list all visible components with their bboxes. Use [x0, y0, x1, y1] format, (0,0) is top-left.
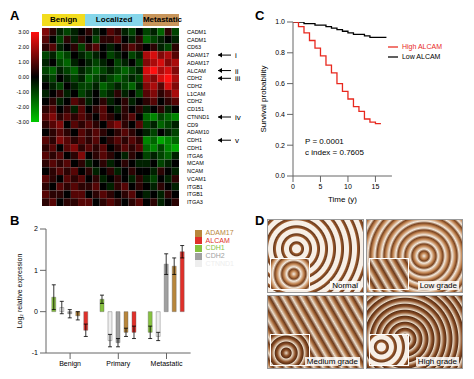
svg-text:iv: iv — [235, 113, 241, 122]
svg-text:ALCAM: ALCAM — [187, 68, 206, 74]
svg-text:3.00: 3.00 — [18, 29, 29, 35]
html-text:D: D — [255, 213, 265, 228]
svg-text:i: i — [235, 51, 237, 60]
html-text:ADAM17: ADAM17 — [205, 229, 234, 236]
svg-text:NCAM: NCAM — [187, 168, 204, 174]
svg-text:0.6: 0.6 — [275, 80, 285, 87]
svg-text:-1: -1 — [32, 349, 38, 356]
html-text:Metastatic: Metastatic — [142, 15, 183, 24]
svg-text:2.00: 2.00 — [18, 44, 29, 50]
html-text:B: B — [10, 213, 20, 228]
svg-text:L1CAM: L1CAM — [187, 91, 206, 97]
html-text:High grade: High grade — [417, 357, 457, 366]
svg-text:CADM1: CADM1 — [187, 37, 206, 43]
svg-text:ITGA6: ITGA6 — [187, 153, 203, 159]
html-text:Low ALCAM: Low ALCAM — [401, 52, 441, 60]
svg-text:CDH2: CDH2 — [187, 75, 202, 81]
svg-text:CD63: CD63 — [187, 44, 201, 50]
svg-text:CD151: CD151 — [187, 106, 204, 112]
html-text:ALCAM: ALCAM — [205, 236, 230, 244]
html-text:Low grade: Low grade — [419, 281, 457, 290]
svg-text:Time (y): Time (y) — [328, 195, 357, 204]
svg-text:1: 1 — [34, 267, 38, 274]
html-text:CTNND1: CTNND1 — [205, 259, 234, 267]
html-text:Benign: Benign — [50, 15, 78, 24]
svg-text:2: 2 — [34, 225, 38, 232]
svg-text:-2.00: -2.00 — [16, 104, 29, 110]
svg-text:ADAM10: ADAM10 — [187, 129, 209, 135]
svg-text:ITGB1: ITGB1 — [187, 184, 203, 190]
svg-text:CTNND1: CTNND1 — [187, 114, 209, 120]
svg-text:ADAM17: ADAM17 — [187, 52, 209, 58]
svg-text:Survival probability: Survival probability — [259, 65, 268, 132]
svg-text:ITGA3: ITGA3 — [187, 199, 203, 205]
svg-text:CDH1: CDH1 — [187, 137, 202, 143]
svg-text:ADAM17: ADAM17 — [187, 60, 209, 66]
html-text:Localized: Localized — [95, 15, 133, 24]
svg-text:10: 10 — [344, 183, 352, 190]
svg-text:5: 5 — [319, 183, 323, 190]
svg-text:0.4: 0.4 — [275, 111, 285, 118]
svg-text:v: v — [235, 136, 239, 145]
html-text:CDH2: CDH2 — [205, 252, 225, 259]
svg-text:1.0: 1.0 — [275, 18, 285, 25]
svg-text:Metastatic: Metastatic — [151, 360, 183, 367]
svg-text:CDH2: CDH2 — [187, 98, 202, 104]
html-text:A: A — [10, 8, 20, 23]
svg-text:VCAM1: VCAM1 — [187, 176, 206, 182]
svg-text:CD9: CD9 — [187, 122, 198, 128]
svg-text:15: 15 — [372, 183, 380, 190]
svg-text:Log₂ relative expression: Log₂ relative expression — [16, 254, 24, 329]
svg-text:ITGB1: ITGB1 — [187, 191, 203, 197]
html-text:High ALCAM: High ALCAM — [401, 42, 442, 50]
svg-text:CADM1: CADM1 — [187, 29, 206, 35]
svg-text:-1.00: -1.00 — [16, 89, 29, 95]
svg-text:0.2: 0.2 — [275, 142, 285, 149]
html-text:Normal: Normal — [332, 281, 358, 290]
html-text:C: C — [255, 8, 265, 23]
svg-text:ii: ii — [235, 66, 239, 76]
svg-text:Benign: Benign — [59, 360, 81, 368]
svg-text:1.00: 1.00 — [18, 59, 29, 65]
svg-text:-3.00: -3.00 — [16, 119, 29, 125]
html-text:P = 0.0001: P = 0.0001 — [305, 137, 344, 146]
svg-text:0.8: 0.8 — [275, 49, 285, 56]
svg-text:CDH2: CDH2 — [187, 83, 202, 89]
html-text:CDH1: CDH1 — [205, 244, 225, 252]
html-text:Medium grade: Medium grade — [306, 357, 358, 366]
svg-text:0: 0 — [291, 183, 295, 190]
svg-text:0: 0 — [34, 308, 38, 315]
svg-text:CDH1: CDH1 — [187, 145, 202, 151]
svg-text:0.0: 0.0 — [275, 172, 285, 179]
svg-text:Primary: Primary — [106, 360, 131, 368]
svg-text:0.00: 0.00 — [18, 74, 29, 80]
svg-text:MCAM: MCAM — [187, 160, 204, 166]
html-text:c index = 0.7605: c index = 0.7605 — [305, 148, 364, 157]
svg-text:iii: iii — [235, 74, 241, 83]
